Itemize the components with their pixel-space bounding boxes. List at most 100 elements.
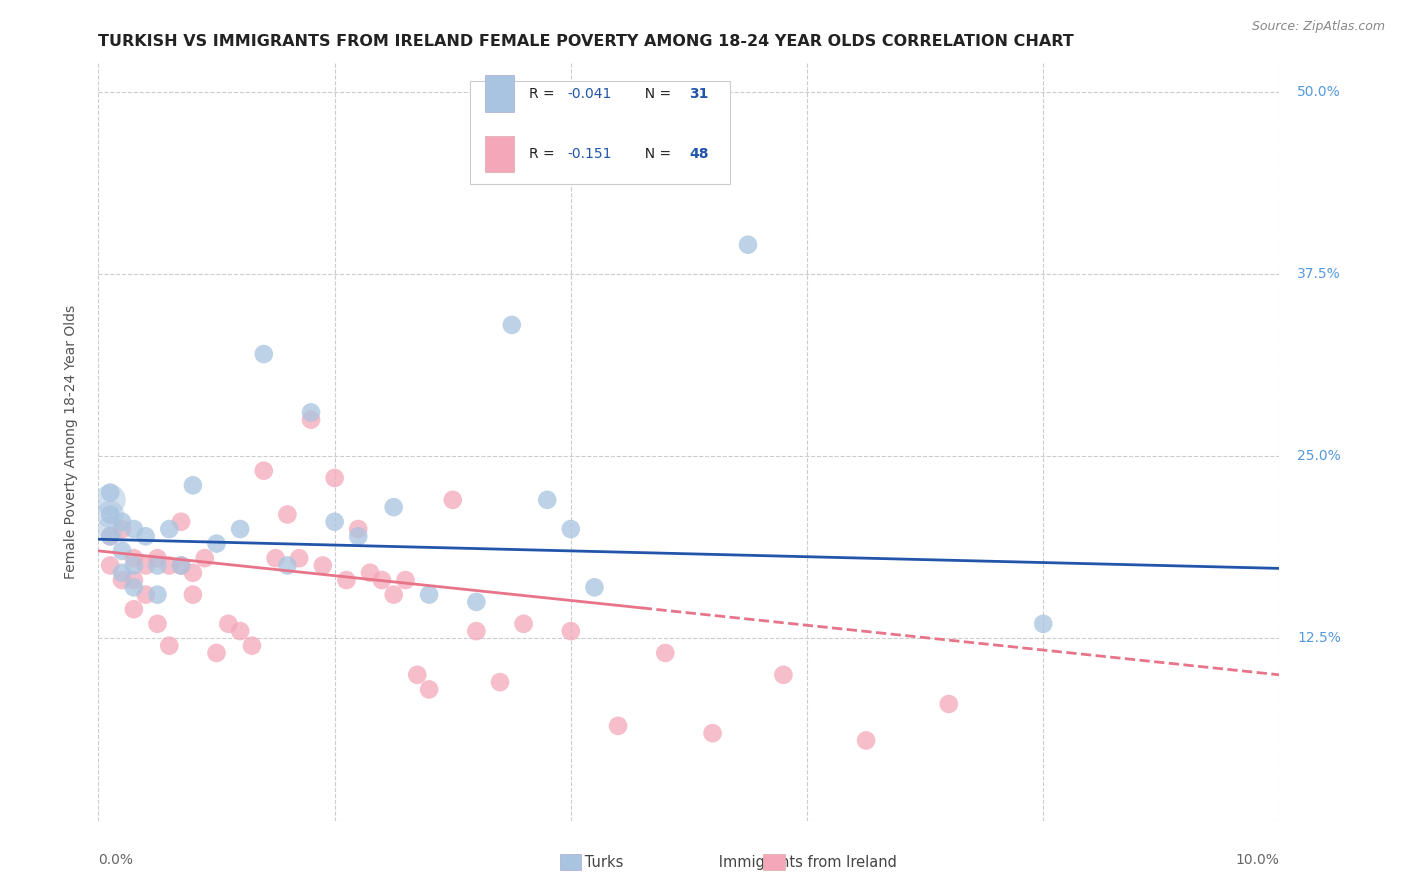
Point [229, 624, 252, 639]
Point [323, 515, 346, 529]
Text: 37.5%: 37.5% [1298, 267, 1341, 281]
Point [157, 522, 180, 536]
Point [135, 558, 157, 573]
Text: R =: R = [530, 147, 560, 161]
Text: -0.151: -0.151 [567, 147, 612, 161]
Point [205, 646, 228, 660]
Text: Turks: Turks [557, 855, 624, 870]
Point [489, 675, 512, 690]
Point [1032, 616, 1054, 631]
Point [560, 624, 582, 639]
Point [146, 588, 169, 602]
Point [406, 668, 429, 682]
Point [253, 464, 276, 478]
Point [855, 733, 877, 747]
Point [170, 558, 193, 573]
Text: 10.0%: 10.0% [1236, 853, 1279, 867]
Point [465, 624, 488, 639]
Point [536, 492, 558, 507]
Point [181, 478, 204, 492]
Point [276, 558, 298, 573]
Text: -0.041: -0.041 [567, 87, 612, 101]
Point [146, 551, 169, 566]
Point [512, 616, 534, 631]
Point [607, 719, 630, 733]
Point [583, 580, 606, 594]
Text: 12.5%: 12.5% [1298, 632, 1341, 646]
Point [111, 544, 134, 558]
Point [98, 529, 121, 543]
FancyBboxPatch shape [471, 81, 730, 184]
Text: 48: 48 [689, 147, 709, 161]
Point [122, 551, 145, 566]
Point [194, 551, 217, 566]
Point [382, 500, 405, 515]
Point [371, 573, 394, 587]
Text: R =: R = [530, 87, 560, 101]
Point [181, 566, 204, 580]
Text: 31: 31 [689, 87, 709, 101]
Point [382, 588, 405, 602]
Point [98, 492, 121, 507]
Point [465, 595, 488, 609]
Point [98, 522, 121, 536]
Point [288, 551, 311, 566]
Point [122, 558, 145, 573]
Point [299, 405, 322, 419]
Point [122, 580, 145, 594]
Point [122, 602, 145, 616]
Point [418, 682, 440, 697]
Point [111, 522, 134, 536]
Point [359, 566, 381, 580]
Point [938, 697, 960, 711]
Text: TURKISH VS IMMIGRANTS FROM IRELAND FEMALE POVERTY AMONG 18-24 YEAR OLDS CORRELAT: TURKISH VS IMMIGRANTS FROM IRELAND FEMAL… [98, 34, 1074, 49]
Point [135, 588, 157, 602]
Point [170, 558, 193, 573]
Text: N =: N = [636, 147, 675, 161]
Point [205, 536, 228, 550]
Point [157, 558, 180, 573]
Point [312, 558, 335, 573]
Point [347, 522, 370, 536]
Point [111, 515, 134, 529]
Text: 25.0%: 25.0% [1298, 449, 1341, 463]
Point [253, 347, 276, 361]
Point [181, 588, 204, 602]
Text: Immigrants from Ireland: Immigrants from Ireland [692, 855, 897, 870]
FancyBboxPatch shape [485, 136, 515, 172]
Point [335, 573, 357, 587]
Point [737, 237, 759, 252]
Text: 50.0%: 50.0% [1298, 85, 1341, 99]
Point [347, 529, 370, 543]
Point [441, 492, 464, 507]
Point [772, 668, 794, 682]
Point [418, 588, 440, 602]
Point [146, 616, 169, 631]
Point [323, 471, 346, 485]
Point [111, 573, 134, 587]
Point [240, 639, 263, 653]
Text: 0.0%: 0.0% [98, 853, 134, 867]
Point [98, 508, 121, 522]
Point [146, 558, 169, 573]
Point [229, 522, 252, 536]
Point [501, 318, 523, 332]
Point [654, 646, 676, 660]
Point [157, 639, 180, 653]
Point [122, 522, 145, 536]
Text: Source: ZipAtlas.com: Source: ZipAtlas.com [1251, 20, 1385, 33]
Point [264, 551, 287, 566]
Point [135, 529, 157, 543]
Point [702, 726, 724, 740]
Text: N =: N = [636, 87, 675, 101]
Point [394, 573, 416, 587]
Point [98, 529, 121, 543]
Point [122, 573, 145, 587]
Point [98, 558, 121, 573]
Point [98, 485, 121, 500]
Point [111, 566, 134, 580]
Point [98, 508, 121, 522]
FancyBboxPatch shape [485, 75, 515, 112]
Point [299, 412, 322, 426]
Point [560, 522, 582, 536]
